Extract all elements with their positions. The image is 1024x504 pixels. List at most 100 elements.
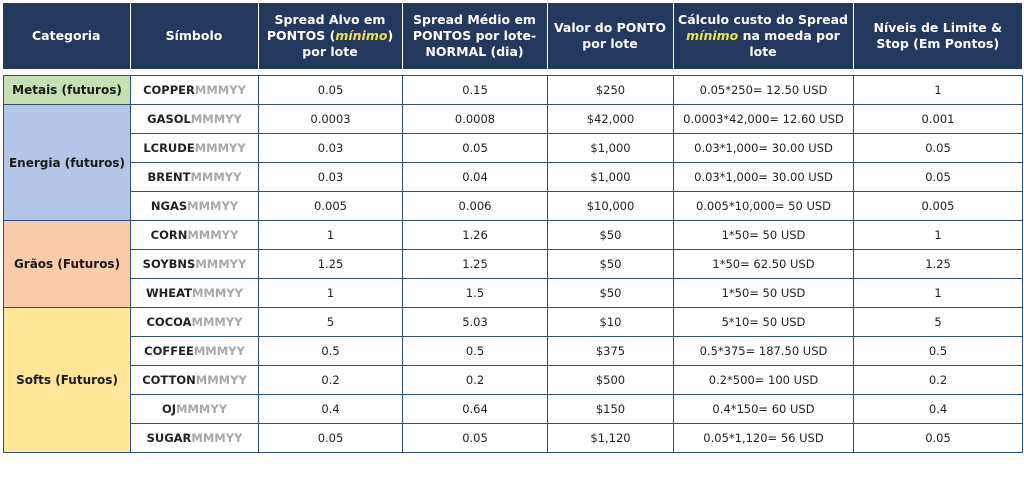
header-text: Cálculo custo do Spread bbox=[678, 12, 848, 27]
limit-stop-levels-cell: 0.001 bbox=[853, 104, 1023, 134]
symbol-suffix: MMMYY bbox=[194, 141, 246, 155]
symbol-suffix: MMMYY bbox=[194, 83, 246, 97]
symbol-code: SOYBNS bbox=[142, 257, 196, 271]
point-value-cell: $42,000 bbox=[547, 104, 674, 134]
average-spread-cell: 1.26 bbox=[402, 220, 548, 250]
column-header: Categoria bbox=[3, 3, 131, 69]
target-spread-cell: 0.03 bbox=[258, 133, 403, 163]
point-value-cell: $10,000 bbox=[547, 191, 674, 221]
table-body: Metais (futuros) COPPERMMMYY 0.05 0.15 $250 0… bbox=[3, 75, 1023, 453]
target-spread-cell: 0.4 bbox=[258, 394, 403, 424]
symbol-code: LCRUDE bbox=[143, 141, 195, 155]
point-value-cell: $1,000 bbox=[547, 162, 674, 192]
table-row: COFFEEMMMYY 0.5 0.5 $375 0.5*375= 187.50 USD… bbox=[4, 336, 1023, 366]
symbol-cell: COCOAMMMYY bbox=[130, 307, 259, 337]
spread-cost-cell: 1*50= 50 USD bbox=[673, 220, 854, 250]
symbol-code: COTTON bbox=[142, 373, 196, 387]
limit-stop-levels-cell: 0.05 bbox=[853, 423, 1023, 453]
table-row: Softs (Futuros) COCOAMMMYY 5 5.03 $10 5*10= 5… bbox=[3, 307, 1023, 453]
symbol-suffix: MMMYY bbox=[191, 315, 243, 329]
table-row: WHEATMMMYY 1 1.5 $50 1*50= 50 USD 1 bbox=[4, 278, 1023, 308]
symbol-cell: COTTONMMMYY bbox=[130, 365, 259, 395]
limit-stop-levels-cell: 1 bbox=[853, 278, 1023, 308]
header-text: ) por lote bbox=[302, 28, 394, 59]
symbol-suffix: MMMYY bbox=[176, 402, 228, 416]
table-row: LCRUDEMMMYY 0.03 0.05 $1,000 0.03*1,000= 30.… bbox=[4, 133, 1023, 163]
symbol-code: GASOL bbox=[147, 112, 191, 126]
symbol-cell: CORNMMMYY bbox=[130, 220, 259, 250]
category-cell: Energia (futuros) bbox=[3, 104, 131, 221]
table-row: NGASMMMYY 0.005 0.006 $10,000 0.005*10,000= … bbox=[4, 191, 1023, 221]
symbol-code: WHEAT bbox=[145, 286, 193, 300]
table-row: Metais (futuros) COPPERMMMYY 0.05 0.15 $250 0… bbox=[3, 75, 1023, 105]
header-text: Símbolo bbox=[165, 28, 223, 43]
limit-stop-levels-cell: 1.25 bbox=[853, 249, 1023, 279]
spread-cost-cell: 5*10= 50 USD bbox=[673, 307, 854, 337]
symbol-code: COFFEE bbox=[144, 344, 194, 358]
average-spread-cell: 0.0008 bbox=[402, 104, 548, 134]
table-row: BRENTMMMYY 0.03 0.04 $1,000 0.03*1,000= 30.0… bbox=[4, 162, 1023, 192]
target-spread-cell: 0.03 bbox=[258, 162, 403, 192]
symbol-cell: COFFEEMMMYY bbox=[130, 336, 259, 366]
limit-stop-levels-cell: 1 bbox=[853, 220, 1023, 250]
symbol-code: NGAS bbox=[150, 199, 188, 213]
limit-stop-levels-cell: 1 bbox=[853, 75, 1023, 105]
header-text: Níveis de Limite & Stop (Em Pontos) bbox=[873, 20, 1003, 51]
target-spread-cell: 5 bbox=[258, 307, 403, 337]
table-row: COTTONMMMYY 0.2 0.2 $500 0.2*500= 100 USD 0.2 bbox=[4, 365, 1023, 395]
average-spread-cell: 0.15 bbox=[402, 75, 548, 105]
target-spread-cell: 0.5 bbox=[258, 336, 403, 366]
symbol-suffix: MMMYY bbox=[190, 112, 242, 126]
column-header: Níveis de Limite & Stop (Em Pontos) bbox=[853, 3, 1022, 69]
target-spread-cell: 1 bbox=[258, 278, 403, 308]
symbol-code: CORN bbox=[150, 228, 188, 242]
average-spread-cell: 0.006 bbox=[402, 191, 548, 221]
target-spread-cell: 0.05 bbox=[258, 75, 403, 105]
table-row: SOYBNSMMMYY 1.25 1.25 $50 1*50= 62.50 USD 1.2… bbox=[4, 249, 1023, 279]
header-text: Valor do PONTO por lote bbox=[553, 20, 667, 51]
average-spread-cell: 0.5 bbox=[402, 336, 548, 366]
symbol-suffix: MMMYY bbox=[193, 344, 245, 358]
average-spread-cell: 1.5 bbox=[402, 278, 548, 308]
average-spread-cell: 0.64 bbox=[402, 394, 548, 424]
symbol-suffix: MMMYY bbox=[187, 228, 239, 242]
target-spread-cell: 0.2 bbox=[258, 365, 403, 395]
target-spread-cell: 1.25 bbox=[258, 249, 403, 279]
average-spread-cell: 0.05 bbox=[402, 423, 548, 453]
spread-cost-cell: 0.05*250= 12.50 USD bbox=[673, 75, 854, 105]
symbol-code: COPPER bbox=[143, 83, 195, 97]
average-spread-cell: 0.05 bbox=[402, 133, 548, 163]
spread-table: Metais (futuros) COPPERMMMYY 0.05 0.15 $250 0… bbox=[3, 75, 1023, 453]
symbol-cell: LCRUDEMMMYY bbox=[130, 133, 259, 163]
column-header: Spread Alvo em PONTOS (mínimo) por lote bbox=[258, 3, 403, 69]
average-spread-cell: 0.2 bbox=[402, 365, 548, 395]
category-cell: Softs (Futuros) bbox=[3, 307, 131, 453]
target-spread-cell: 1 bbox=[258, 220, 403, 250]
symbol-cell: BRENTMMMYY bbox=[130, 162, 259, 192]
point-value-cell: $1,000 bbox=[547, 133, 674, 163]
point-value-cell: $150 bbox=[547, 394, 674, 424]
point-value-cell: $10 bbox=[547, 307, 674, 337]
column-header: Spread Médio em PONTOS por lote-NORMAL (… bbox=[402, 3, 548, 69]
table-header: Categoria Símbolo Spread Alvo em PONTOS (m… bbox=[3, 3, 1022, 69]
header-row: Categoria Símbolo Spread Alvo em PONTOS (m… bbox=[3, 3, 1022, 69]
table-row: SUGARMMMYY 0.05 0.05 $1,120 0.05*1,120= 56 U… bbox=[4, 423, 1023, 453]
symbol-cell: SOYBNSMMMYY bbox=[130, 249, 259, 279]
symbol-code: BRENT bbox=[147, 170, 191, 184]
spread-cost-cell: 0.4*150= 60 USD bbox=[673, 394, 854, 424]
limit-stop-levels-cell: 5 bbox=[853, 307, 1023, 337]
column-header: Símbolo bbox=[130, 3, 259, 69]
symbol-suffix: MMMYY bbox=[192, 286, 244, 300]
spread-cost-cell: 1*50= 50 USD bbox=[673, 278, 854, 308]
column-header: Cálculo custo do Spread mínimo na moeda … bbox=[673, 3, 854, 69]
symbol-cell: OJMMMYY bbox=[130, 394, 259, 424]
point-value-cell: $50 bbox=[547, 249, 674, 279]
symbol-code: SUGAR bbox=[146, 431, 192, 445]
spread-cost-cell: 0.005*10,000= 50 USD bbox=[673, 191, 854, 221]
limit-stop-levels-cell: 0.5 bbox=[853, 336, 1023, 366]
symbol-code: OJ bbox=[161, 402, 177, 416]
limit-stop-levels-cell: 0.4 bbox=[853, 394, 1023, 424]
average-spread-cell: 5.03 bbox=[402, 307, 548, 337]
header-text: Spread Médio em PONTOS por lote-NORMAL (… bbox=[412, 12, 537, 59]
